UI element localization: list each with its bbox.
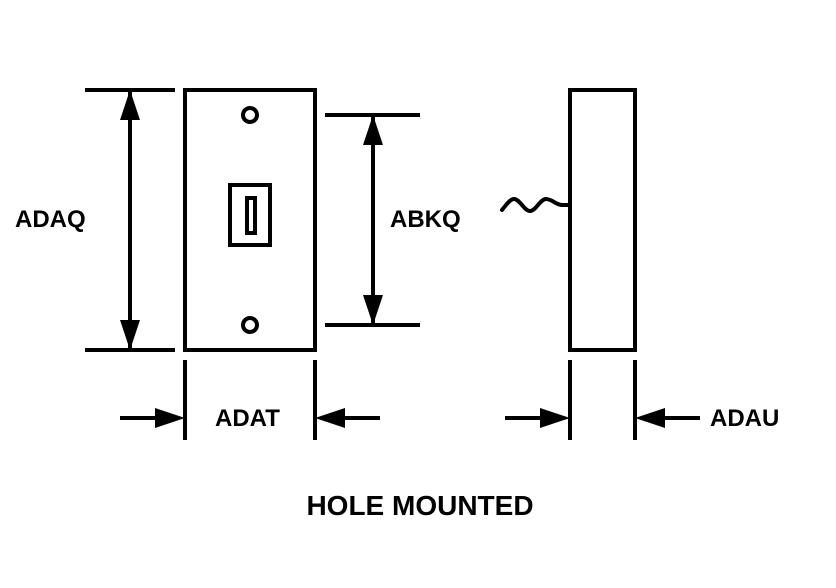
abkq-label: ABKQ: [390, 206, 461, 234]
adat-arrow-left: [155, 408, 185, 428]
bottom-hole: [243, 318, 257, 332]
adaq-arrow-down: [120, 320, 140, 350]
side-plate: [570, 90, 635, 350]
abkq-arrow-down: [363, 295, 383, 325]
switch-slot: [247, 198, 255, 233]
adat-arrow-right: [315, 408, 345, 428]
adaq-arrow-up: [120, 90, 140, 120]
adau-arrow-right: [635, 408, 665, 428]
abkq-arrow-up: [363, 115, 383, 145]
diagram-title: HOLE MOUNTED: [260, 490, 580, 522]
adau-label: ADAU: [710, 405, 779, 433]
top-hole: [243, 108, 257, 122]
adat-label: ADAT: [215, 405, 280, 433]
front-plate: [185, 90, 315, 350]
switch-outer: [230, 185, 270, 245]
side-prong: [502, 199, 570, 211]
adaq-label: ADAQ: [15, 206, 86, 234]
adau-arrow-left: [540, 408, 570, 428]
